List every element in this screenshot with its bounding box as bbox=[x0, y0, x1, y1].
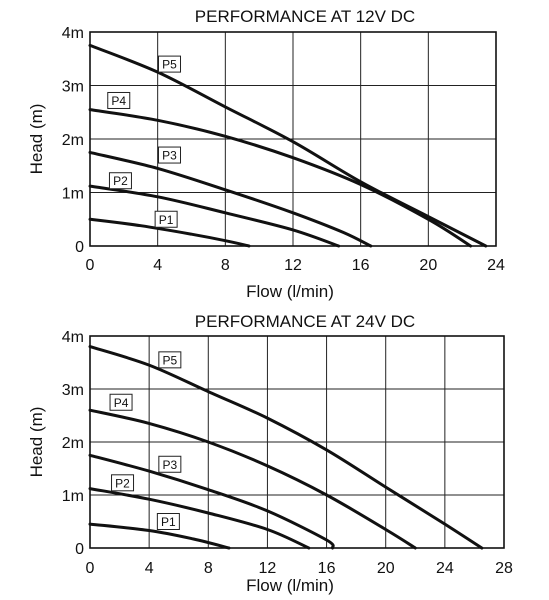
chart-24v-series-label-p3: P3 bbox=[162, 458, 177, 472]
chart-24v-label-box-p3 bbox=[158, 455, 182, 473]
chart-12v-x-tick-label: 24 bbox=[487, 257, 505, 274]
chart-24v-series-label-p5: P5 bbox=[162, 353, 177, 367]
chart-12v-curve-p2 bbox=[88, 184, 341, 248]
chart-12v-x-tick-label: 8 bbox=[221, 257, 230, 274]
chart-24v-y-axis-label: Head (m) bbox=[27, 407, 46, 478]
chart-24v-x-tick-label: 16 bbox=[318, 560, 336, 577]
chart-12v-plot-area bbox=[89, 31, 497, 247]
chart-24v-title: PERFORMANCE AT 24V DC bbox=[195, 312, 415, 331]
chart-24v-x-tick-label: 8 bbox=[204, 560, 213, 577]
chart-24v-label-box-p4 bbox=[109, 393, 133, 411]
chart-12v-y-tick-label: 0 bbox=[75, 239, 84, 256]
chart-12v-y-tick-label: 4m bbox=[62, 25, 84, 42]
chart-24v-label-box-p1 bbox=[156, 513, 180, 530]
chart-24v-series-label-p2: P2 bbox=[115, 476, 130, 490]
chart-24v-series-label-p1: P1 bbox=[161, 515, 176, 529]
chart-24v-curve-p3 bbox=[88, 453, 335, 550]
chart-12v-y-tick-label: 1m bbox=[62, 186, 84, 203]
chart-12v-x-tick-label: 16 bbox=[352, 257, 370, 274]
chart-12v-x-tick-label: 0 bbox=[86, 257, 95, 274]
chart-12v-x-tick-label: 4 bbox=[153, 257, 162, 274]
chart-12v-label-box-p2 bbox=[108, 172, 132, 190]
chart-24v-x-tick-label: 28 bbox=[495, 560, 513, 577]
chart-12v-label-box-p1 bbox=[154, 210, 178, 228]
chart-24v-y-tick-label: 1m bbox=[62, 488, 84, 505]
chart-12v-series-label-p1: P1 bbox=[159, 213, 174, 227]
chart-24v-y-tick-label: 3m bbox=[62, 382, 84, 399]
chart-12v-series-label-p2: P2 bbox=[113, 174, 128, 188]
chart-24v-curve-p4 bbox=[88, 408, 417, 550]
chart-12v-y-tick-label: 2m bbox=[62, 132, 84, 149]
chart-12v-label-box-p4 bbox=[107, 91, 131, 109]
chart-12v-x-tick-label: 12 bbox=[284, 257, 302, 274]
chart-12v-curve-p3 bbox=[88, 150, 373, 248]
chart-24v-x-tick-label: 24 bbox=[436, 560, 454, 577]
chart-12v-series-label-p5: P5 bbox=[162, 58, 177, 72]
chart-12v-y-tick-label: 3m bbox=[62, 79, 84, 96]
chart-12v-title: PERFORMANCE AT 12V DC bbox=[195, 7, 415, 26]
chart-24v-plot-area bbox=[89, 335, 505, 549]
chart-24v-label-box-p5 bbox=[158, 351, 182, 369]
chart-24v: PERFORMANCE AT 24V DC 0 4 8 12 16 20 24 28 0 1m 2m… bbox=[27, 312, 513, 595]
chart-24v-x-tick-label: 4 bbox=[145, 560, 154, 577]
chart-24v-x-axis-label: Flow (l/min) bbox=[246, 576, 334, 595]
chart-24v-curve-p5 bbox=[88, 345, 484, 550]
chart-24v-series-label-p4: P4 bbox=[114, 396, 129, 410]
chart-24v-x-tick-label: 0 bbox=[86, 560, 95, 577]
chart-12v-series-label-p3: P3 bbox=[162, 149, 177, 163]
chart-24v-label-box-p2 bbox=[111, 474, 135, 492]
chart-12v-label-box-p5 bbox=[158, 55, 182, 73]
chart-24v-curve-p2 bbox=[88, 487, 311, 550]
chart-12v: PERFORMANCE AT 12V DC 0 4 8 12 16 20 24 0 1m 2m 3m… bbox=[27, 7, 505, 301]
chart-24v-y-tick-label: 4m bbox=[62, 329, 84, 346]
chart-12v-y-axis-label: Head (m) bbox=[27, 104, 46, 175]
chart-12v-curve-p5 bbox=[88, 43, 488, 248]
chart-12v-x-tick-label: 20 bbox=[419, 257, 437, 274]
chart-24v-x-tick-label: 12 bbox=[259, 560, 277, 577]
chart-24v-y-tick-label: 2m bbox=[62, 435, 84, 452]
chart-12v-curve-p1 bbox=[88, 217, 251, 248]
chart-12v-x-axis-label: Flow (l/min) bbox=[246, 282, 334, 301]
chart-12v-series-label-p4: P4 bbox=[111, 94, 126, 108]
chart-24v-x-tick-label: 20 bbox=[377, 560, 395, 577]
chart-12v-label-box-p3 bbox=[158, 146, 182, 164]
chart-24v-curve-p1 bbox=[88, 522, 231, 550]
chart-24v-y-tick-label: 0 bbox=[75, 541, 84, 558]
chart-12v-curve-p4 bbox=[88, 108, 473, 248]
